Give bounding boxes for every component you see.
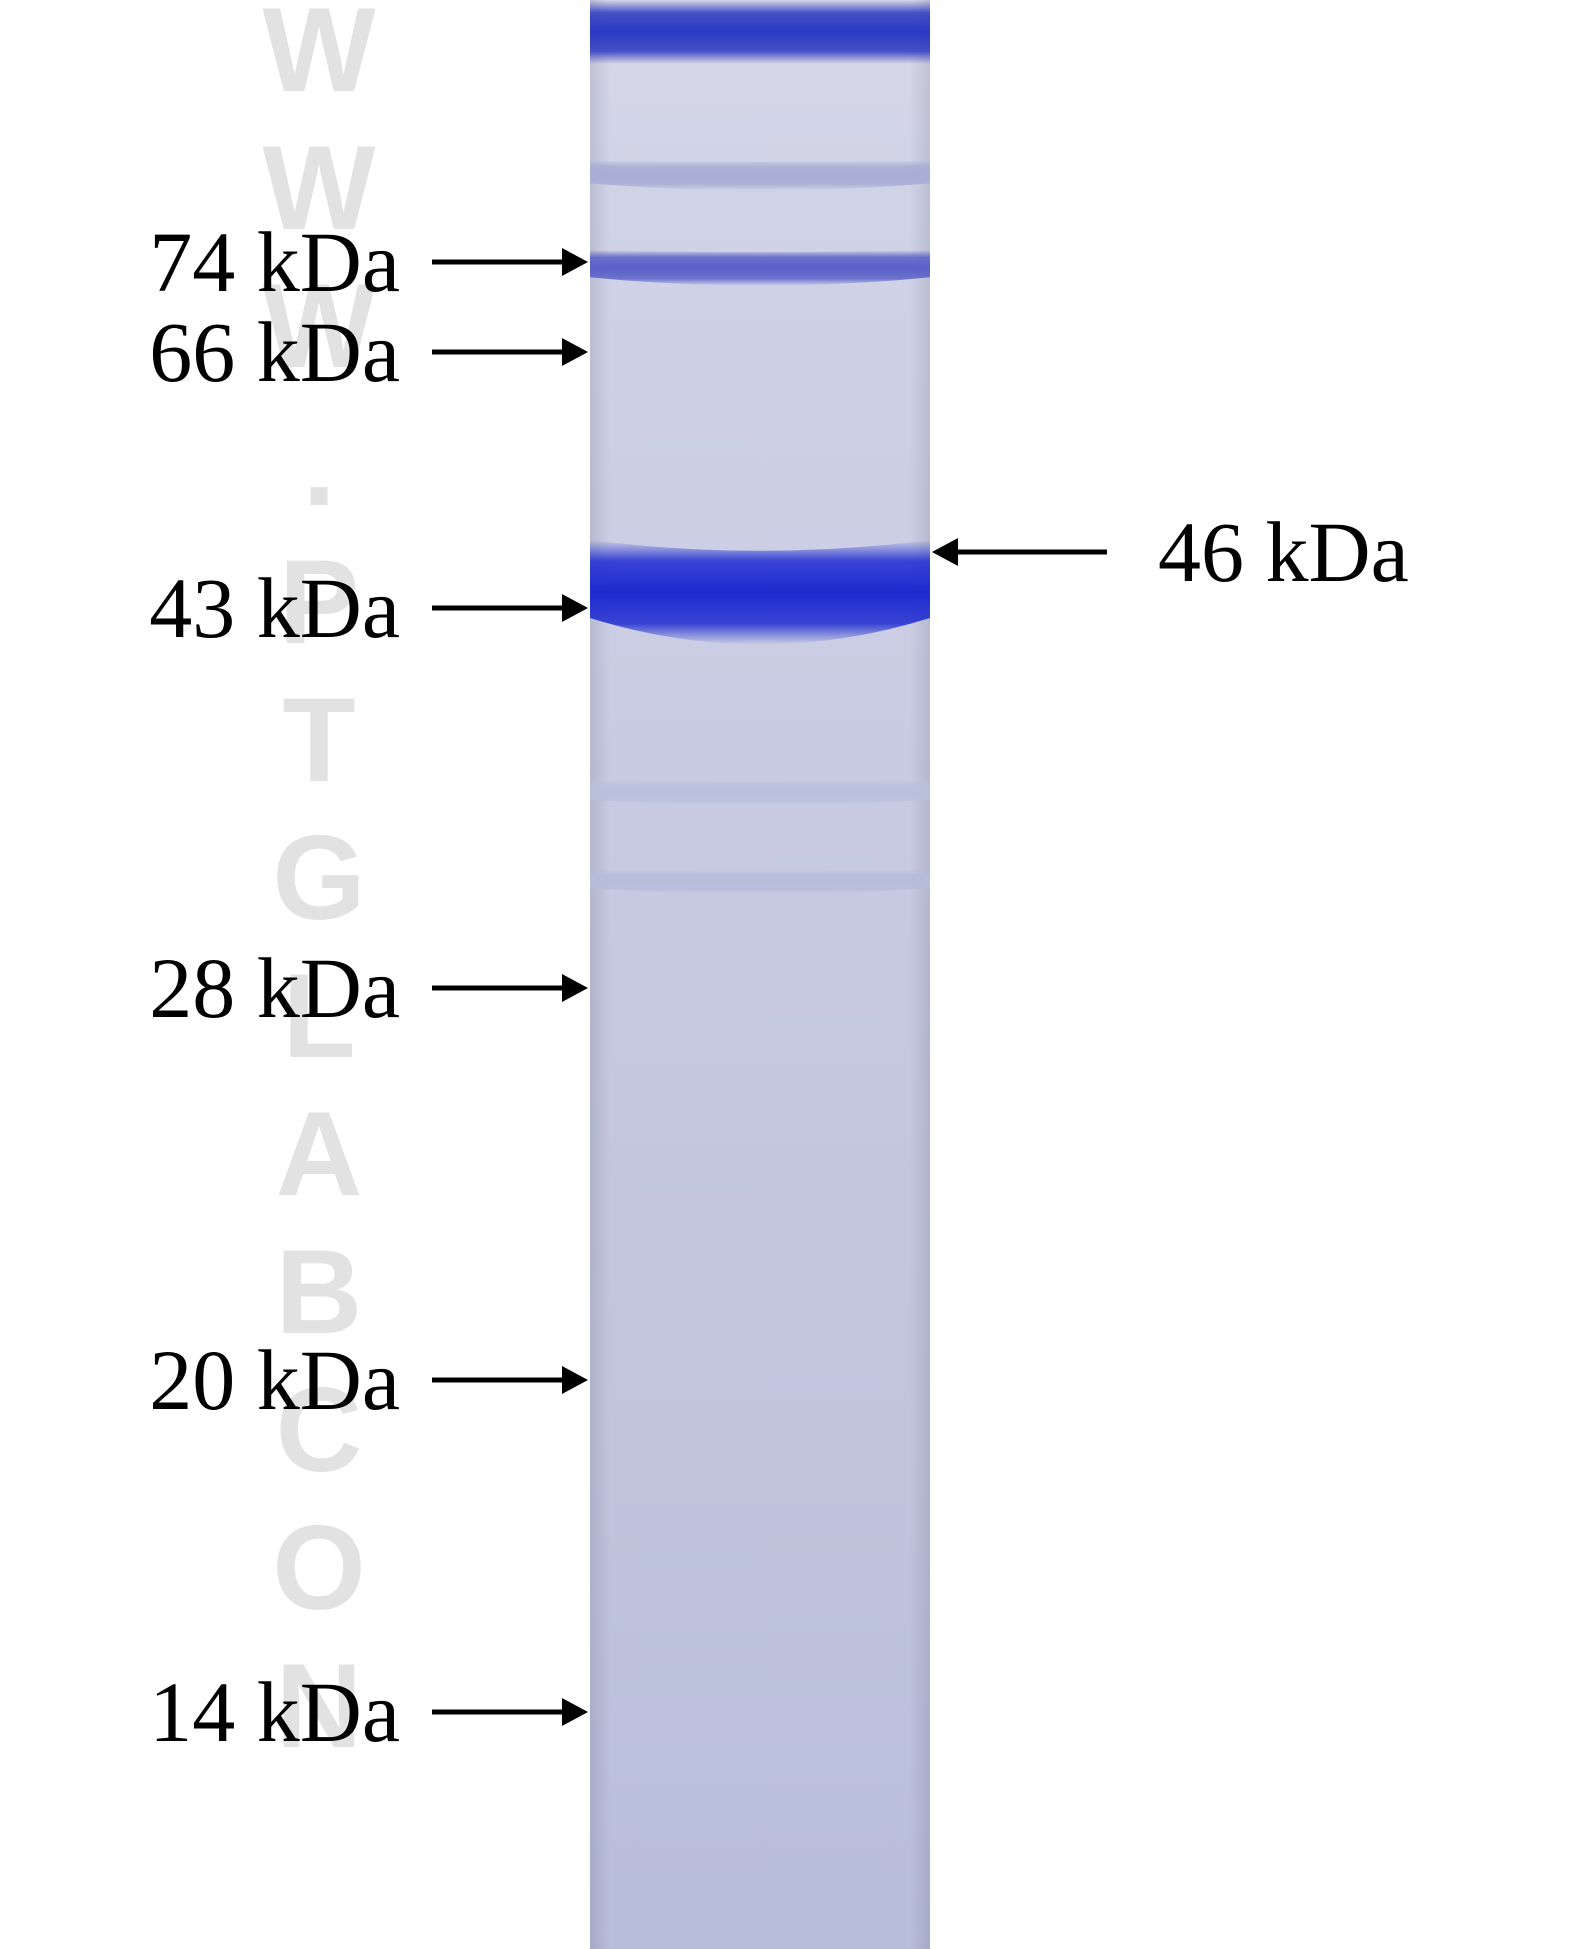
gel-lane-svg (590, 0, 930, 1949)
faint-band-160 (590, 160, 930, 191)
arrow-left-icon (930, 522, 1140, 582)
marker-28-label: 28 kDa (149, 938, 400, 1038)
faint-band-870 (590, 870, 930, 894)
arrow-right-icon (400, 1350, 590, 1410)
band-74kda (590, 250, 930, 286)
arrow-right-icon (400, 578, 590, 638)
marker-43-label: 43 kDa (149, 558, 400, 658)
gel-lane (590, 0, 930, 1949)
main-band-46kda (590, 540, 930, 644)
top-band (590, 0, 930, 64)
marker-66-label: 66 kDa (149, 302, 400, 402)
faint-band-780 (590, 780, 930, 806)
arrow-right-icon (400, 1682, 590, 1742)
marker-46: 46 kDa (930, 496, 1409, 608)
marker-20: 20 kDa (149, 1324, 590, 1436)
arrow-right-icon (400, 322, 590, 382)
marker-20-label: 20 kDa (149, 1330, 400, 1430)
marker-46-label: 46 kDa (1158, 502, 1409, 602)
arrow-right-icon (400, 232, 590, 292)
marker-43: 43 kDa (149, 552, 590, 664)
marker-28: 28 kDa (149, 932, 590, 1044)
marker-66: 66 kDa (149, 296, 590, 408)
marker-14: 14 kDa (149, 1656, 590, 1768)
lane-edge-shade (590, 0, 930, 1949)
arrow-right-icon (400, 958, 590, 1018)
marker-14-label: 14 kDa (149, 1662, 400, 1762)
